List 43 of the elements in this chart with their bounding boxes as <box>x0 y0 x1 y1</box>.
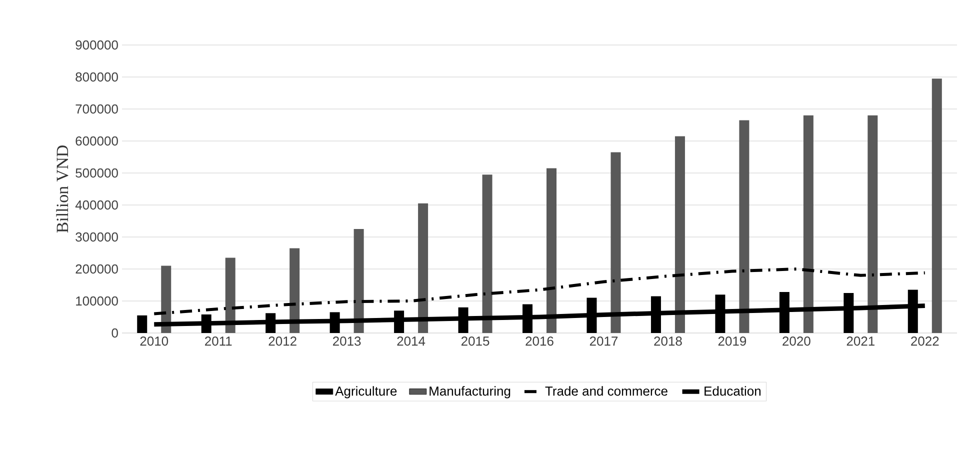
y-tick-label: 100000 <box>76 296 118 306</box>
y-tick-label: 200000 <box>76 264 118 274</box>
bar <box>225 258 236 333</box>
x-tick-label: 2017 <box>590 336 618 346</box>
y-tick-label: 300000 <box>76 232 118 242</box>
legend-label: Trade and commerce <box>545 386 668 396</box>
bar <box>418 203 428 333</box>
bar <box>290 248 300 333</box>
y-axis-title: Billion VND <box>56 146 68 233</box>
bar <box>932 78 942 333</box>
bar <box>674 136 685 333</box>
x-tick-label: 2021 <box>846 336 874 346</box>
x-tick-label: 2014 <box>397 336 426 346</box>
bar <box>610 152 621 333</box>
legend-label: Agriculture <box>335 386 397 398</box>
x-tick-label: 2012 <box>268 336 296 346</box>
y-tick-label: 0 <box>112 328 118 338</box>
bar <box>739 120 750 333</box>
bar <box>482 174 492 333</box>
y-tick-label: 800000 <box>76 72 118 82</box>
x-tick-label: 2020 <box>782 336 810 346</box>
legend-label: Education <box>704 386 760 396</box>
bar <box>354 229 364 333</box>
bar <box>161 266 172 333</box>
y-tick-label: 700000 <box>76 104 118 114</box>
bar <box>868 115 878 333</box>
y-tick-label: 500000 <box>76 168 118 178</box>
x-tick-label: 2022 <box>911 336 939 346</box>
x-tick-label: 2010 <box>140 336 168 346</box>
x-tick-label: 2018 <box>654 336 682 346</box>
y-tick-label: 400000 <box>75 200 118 210</box>
bar <box>546 168 557 333</box>
x-tick-label: 2013 <box>333 336 361 346</box>
bar <box>137 315 148 333</box>
legend-label: Manufacturing <box>430 386 510 398</box>
x-tick-label: 2016 <box>526 336 554 346</box>
bar <box>803 115 814 333</box>
line-series <box>152 268 926 316</box>
x-tick-label: 2011 <box>205 336 232 346</box>
y-tick-label: 600000 <box>76 136 118 146</box>
x-tick-label: 2019 <box>718 336 746 346</box>
y-tick-label: 900000 <box>76 40 118 50</box>
x-tick-label: 2015 <box>461 336 490 346</box>
